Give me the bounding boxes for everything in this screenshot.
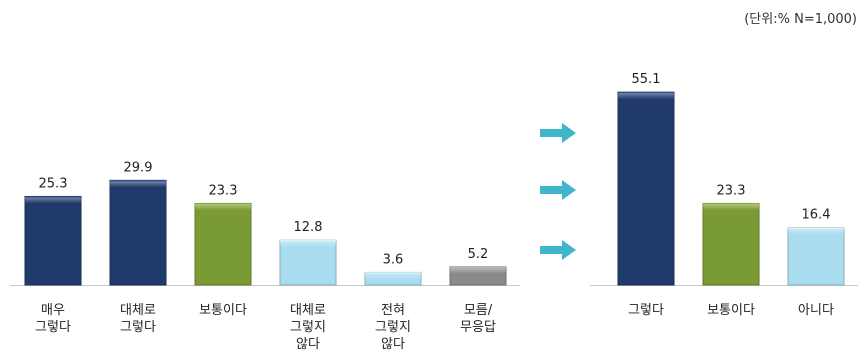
left-bar-1 (109, 179, 167, 286)
left-bar-5 (449, 266, 507, 286)
right-arrow-icon (540, 123, 576, 143)
left-value-label-5: 5.2 (468, 247, 489, 262)
left-value-label-2: 23.3 (209, 183, 238, 198)
left-category-label-1: 대체로 그렇다 (120, 303, 156, 335)
left-bar-0 (24, 195, 82, 286)
left-bar-3 (279, 239, 337, 286)
right-bar-0 (617, 91, 675, 286)
left-category-label-5: 모름/무응답 (460, 303, 496, 335)
right-category-label-2: 아니다 (798, 303, 834, 318)
right-arrow-icon (540, 180, 576, 200)
right-arrow-icon (540, 240, 576, 260)
right-category-label-1: 보통이다 (707, 303, 755, 318)
left-category-label-2: 보통이다 (199, 303, 247, 318)
left-bar-2 (194, 202, 252, 286)
unit-note: (단위:% N=1,000) (744, 12, 857, 27)
left-value-label-1: 29.9 (124, 160, 153, 175)
left-category-label-4: 전혀 그렇지 않다 (375, 303, 411, 352)
left-value-label-4: 3.6 (383, 252, 404, 267)
left-value-label-3: 12.8 (294, 220, 323, 235)
left-bar-4 (364, 271, 422, 286)
left-category-label-0: 매우 그렇다 (35, 303, 71, 335)
right-bar-2 (787, 227, 845, 286)
right-value-label-0: 55.1 (632, 72, 661, 87)
right-chart: 55.1 그렇다 23.3 보통이다 16.4 아니다 (590, 72, 858, 318)
arrow-group (540, 123, 576, 260)
left-value-label-0: 25.3 (39, 176, 68, 191)
right-category-label-0: 그렇다 (628, 303, 664, 318)
right-value-label-1: 23.3 (717, 183, 746, 198)
right-bar-1 (702, 202, 760, 286)
left-category-label-3: 대체로 그렇지 않다 (290, 303, 326, 352)
left-chart: 25.3 매우 그렇다 29.9 대체로 그렇다 23.3 보통이다 12.8 대체로 그렇지 않다 3… (10, 160, 520, 352)
right-value-label-2: 16.4 (802, 208, 831, 223)
